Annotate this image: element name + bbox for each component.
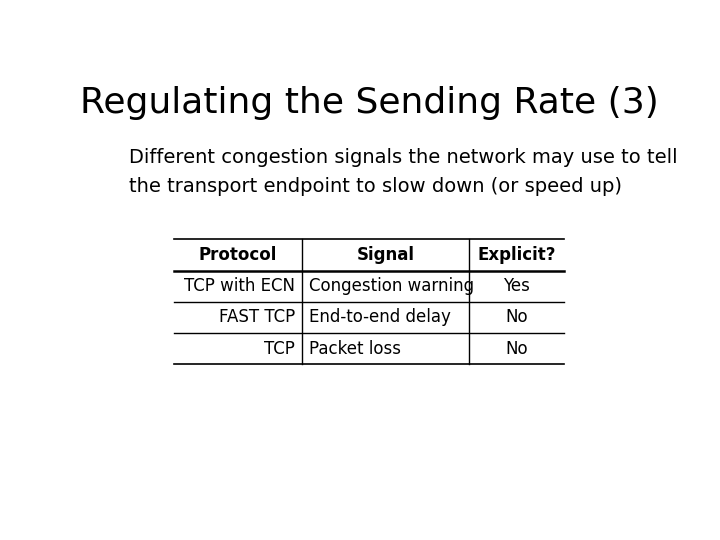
- Text: No: No: [505, 340, 528, 357]
- Text: TCP with ECN: TCP with ECN: [184, 277, 295, 295]
- Text: Regulating the Sending Rate (3): Regulating the Sending Rate (3): [80, 85, 658, 119]
- Text: Explicit?: Explicit?: [477, 246, 556, 264]
- Text: End-to-end delay: End-to-end delay: [309, 308, 451, 326]
- Text: TCP: TCP: [264, 340, 295, 357]
- Text: Congestion warning: Congestion warning: [309, 277, 474, 295]
- Text: the transport endpoint to slow down (or speed up): the transport endpoint to slow down (or …: [129, 177, 622, 196]
- Text: Signal: Signal: [356, 246, 415, 264]
- Text: Different congestion signals the network may use to tell: Different congestion signals the network…: [129, 148, 678, 167]
- Text: Yes: Yes: [503, 277, 531, 295]
- Text: FAST TCP: FAST TCP: [219, 308, 295, 326]
- Text: Packet loss: Packet loss: [309, 340, 401, 357]
- Text: Protocol: Protocol: [199, 246, 277, 264]
- Text: No: No: [505, 308, 528, 326]
